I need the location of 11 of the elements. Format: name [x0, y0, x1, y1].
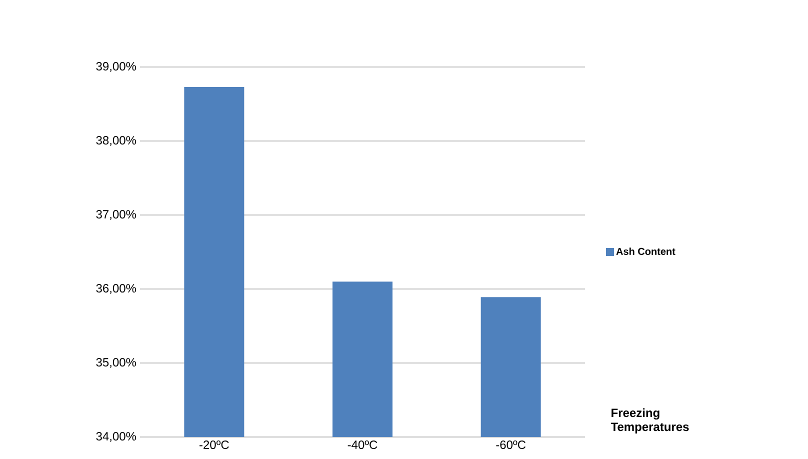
legend-label: Ash Content — [616, 248, 676, 255]
x-tick-label: -60ºC — [496, 440, 526, 450]
y-tick-label: 39,00% — [96, 62, 136, 72]
y-tick-label: 37,00% — [96, 210, 136, 220]
y-tick-label: 35,00% — [96, 358, 136, 368]
x-tick-label: -20ºC — [200, 440, 229, 450]
x-tick-label: -40ºC — [348, 440, 378, 450]
y-tick-label: 38,00% — [96, 136, 136, 146]
y-tick-label: 34,00% — [96, 432, 136, 442]
x-axis-title: Freezing Temperatures — [610, 408, 689, 434]
y-tick-label: 36,00% — [96, 284, 136, 294]
